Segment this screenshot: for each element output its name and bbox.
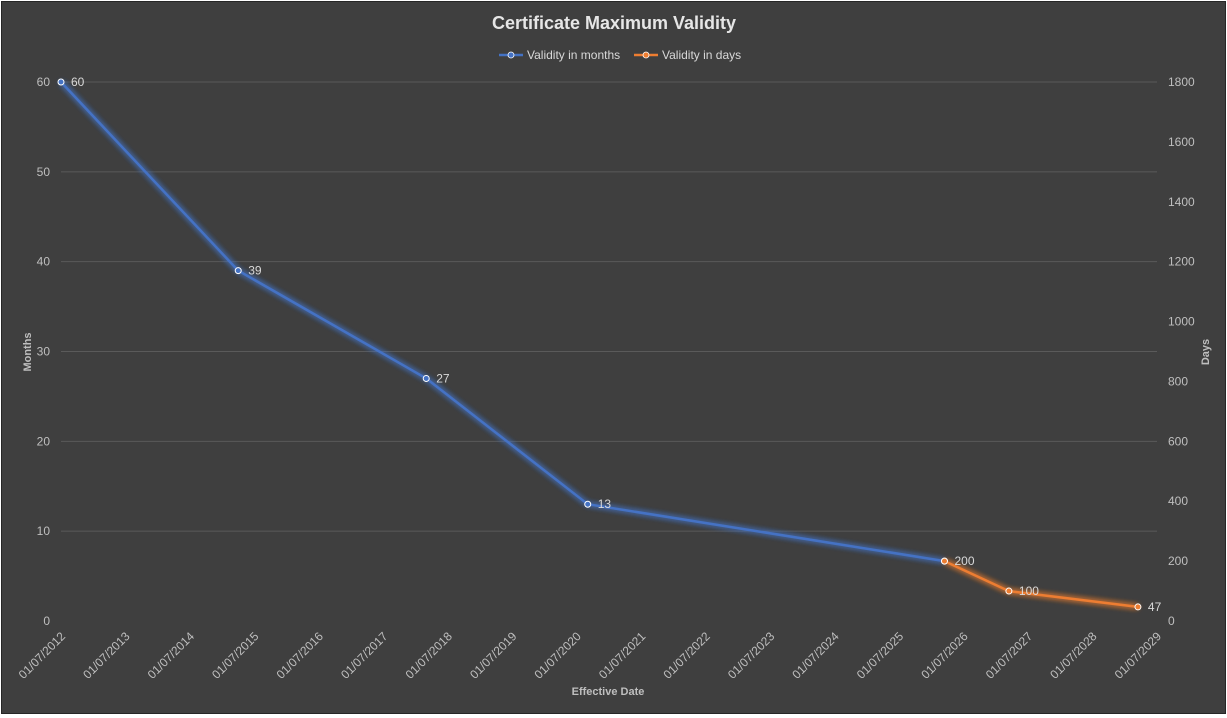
legend-label-months: Validity in months	[527, 48, 620, 62]
x-axis: 01/07/2012 01/07/2013 01/07/2014 01/07/2015…	[16, 629, 1165, 682]
y2-tick-label: 1800	[1168, 75, 1195, 89]
legend-marker-months	[507, 51, 515, 59]
x-axis-title: Effective Date	[572, 686, 645, 698]
x-tick-label: 01/07/2027	[983, 629, 1036, 682]
y2-tick-label: 1000	[1168, 315, 1195, 329]
x-tick-label: 01/07/2021	[596, 629, 649, 682]
gridlines	[61, 81, 1157, 532]
y2-axis-title: Days	[1200, 339, 1212, 365]
x-tick-label: 01/07/2017	[338, 629, 391, 682]
x-tick-label: 01/07/2020	[532, 629, 585, 682]
y2-tick-label: 0	[1168, 614, 1175, 628]
y2-tick-label: 1600	[1168, 135, 1195, 149]
y-tick-label: 10	[37, 524, 51, 538]
y-tick-label: 60	[37, 75, 51, 89]
x-tick-label: 01/07/2024	[789, 629, 842, 682]
x-tick-label: 01/07/2022	[660, 629, 713, 682]
x-tick-label: 01/07/2029	[1112, 629, 1165, 682]
data-point	[57, 78, 65, 86]
y2-tick-label: 600	[1168, 434, 1188, 448]
x-tick-label: 01/07/2028	[1047, 629, 1100, 682]
x-tick-label: 01/07/2025	[854, 629, 907, 682]
x-tick-label: 01/07/2013	[80, 629, 133, 682]
y2-tick-label: 400	[1168, 494, 1188, 508]
data-label: 39	[248, 264, 262, 278]
data-label: 100	[1019, 584, 1039, 598]
legend: Validity in months Validity in days	[499, 48, 741, 62]
y-tick-label: 50	[37, 165, 51, 179]
y-tick-label: 0	[43, 614, 50, 628]
data-label: 27	[436, 371, 450, 385]
x-tick-label: 01/07/2016	[274, 629, 327, 682]
data-label: 47	[1148, 600, 1162, 614]
series-line	[60, 81, 945, 563]
x-tick-label: 01/07/2012	[16, 629, 69, 682]
data-label: 200	[954, 554, 974, 568]
legend-label-days: Validity in days	[662, 48, 741, 62]
y-axis-title: Months	[22, 332, 34, 371]
y2-tick-label: 1200	[1168, 255, 1195, 269]
y-axis-right: 0 200 400 600 800 1000 1200 1400 1600 1800	[1168, 75, 1195, 628]
y2-tick-label: 800	[1168, 374, 1188, 388]
data-label: 13	[598, 497, 612, 511]
y-tick-label: 30	[37, 345, 51, 359]
data-point	[234, 267, 242, 275]
chart-title: Certificate Maximum Validity	[492, 13, 736, 33]
y-tick-label: 20	[37, 434, 51, 448]
legend-marker-days	[642, 51, 650, 59]
data-point	[584, 500, 592, 508]
data-label: 60	[71, 75, 85, 89]
data-point	[1005, 587, 1013, 595]
data-point	[1134, 603, 1142, 611]
x-tick-label: 01/07/2023	[725, 629, 778, 682]
data-point	[940, 557, 948, 565]
x-tick-label: 01/07/2015	[209, 629, 262, 682]
x-tick-label: 01/07/2014	[145, 629, 198, 682]
y2-tick-label: 200	[1168, 554, 1188, 568]
data-point	[422, 374, 430, 382]
x-tick-label: 01/07/2026	[918, 629, 971, 682]
y-axis-left: 0 10 20 30 40 50 60	[37, 75, 51, 628]
x-tick-label: 01/07/2019	[467, 629, 520, 682]
series-layer: 60 39 27 13 200 100 47	[57, 75, 1162, 614]
y-tick-label: 40	[37, 255, 51, 269]
y2-tick-label: 1400	[1168, 195, 1195, 209]
x-tick-label: 01/07/2018	[403, 629, 456, 682]
